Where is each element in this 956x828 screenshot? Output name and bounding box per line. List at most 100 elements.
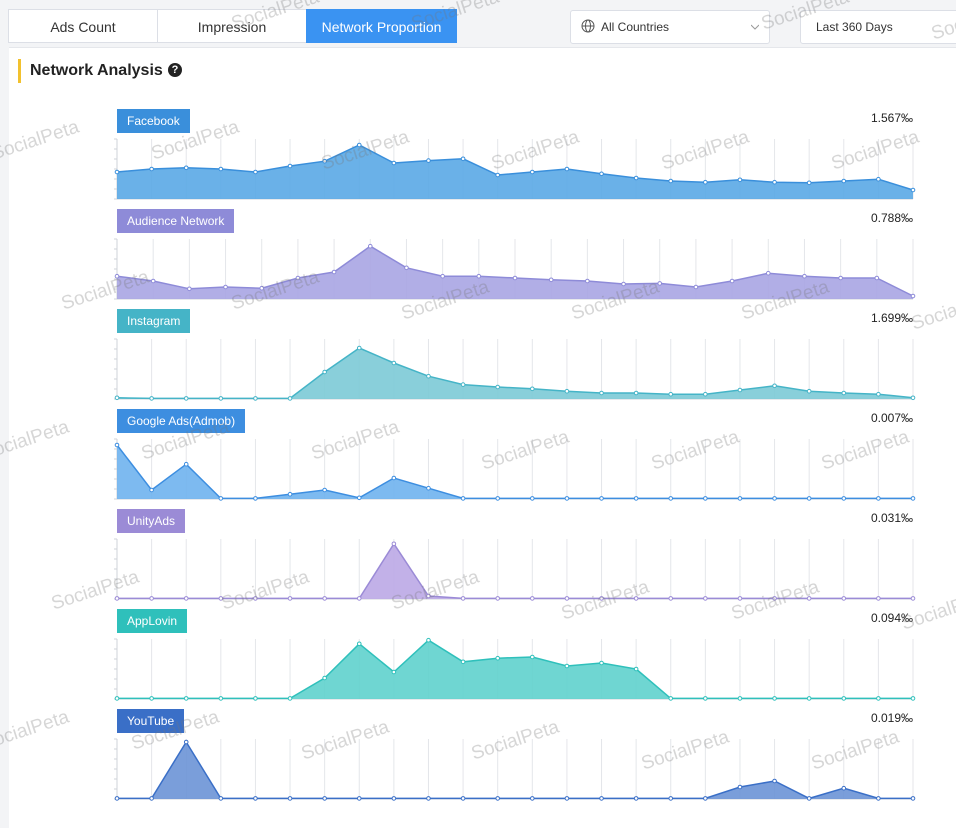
data-point[interactable]	[183, 696, 189, 701]
data-point[interactable]	[703, 596, 708, 601]
data-point[interactable]	[703, 796, 708, 801]
data-point[interactable]	[356, 596, 362, 601]
data-point[interactable]	[668, 796, 674, 801]
data-point[interactable]	[910, 496, 916, 501]
data-point[interactable]	[585, 278, 590, 284]
data-point[interactable]	[564, 166, 570, 172]
data-point[interactable]	[548, 277, 554, 283]
data-point[interactable]	[841, 785, 847, 791]
data-point[interactable]	[668, 696, 674, 701]
data-point[interactable]	[876, 696, 881, 701]
data-point[interactable]	[476, 273, 482, 279]
data-point[interactable]	[772, 696, 777, 701]
data-point[interactable]	[530, 386, 535, 392]
data-point[interactable]	[460, 382, 466, 387]
data-point[interactable]	[564, 388, 570, 394]
data-point[interactable]	[367, 243, 373, 249]
data-point[interactable]	[737, 177, 743, 183]
data-point[interactable]	[621, 281, 626, 287]
data-point[interactable]	[253, 496, 258, 501]
data-point[interactable]	[149, 696, 154, 701]
data-point[interactable]	[495, 796, 500, 801]
data-point[interactable]	[183, 165, 189, 171]
data-point[interactable]	[599, 660, 604, 666]
tab-impression[interactable]: Impression	[157, 9, 307, 43]
data-point[interactable]	[322, 158, 327, 164]
data-point[interactable]	[149, 796, 154, 801]
data-point[interactable]	[460, 496, 466, 501]
data-point[interactable]	[223, 284, 228, 290]
data-point[interactable]	[802, 273, 807, 279]
data-point[interactable]	[703, 179, 708, 185]
data-point[interactable]	[737, 784, 743, 790]
data-point[interactable]	[218, 596, 224, 601]
data-point[interactable]	[253, 596, 258, 601]
data-point[interactable]	[295, 275, 301, 281]
data-point[interactable]	[910, 293, 916, 299]
data-point[interactable]	[668, 391, 674, 397]
data-point[interactable]	[356, 345, 362, 351]
data-point[interactable]	[322, 675, 327, 681]
data-point[interactable]	[287, 491, 293, 497]
data-point[interactable]	[253, 396, 258, 401]
data-point[interactable]	[495, 655, 500, 661]
tab-network-proportion[interactable]: Network Proportion	[306, 9, 457, 43]
data-point[interactable]	[910, 796, 916, 801]
data-point[interactable]	[356, 142, 362, 148]
data-point[interactable]	[426, 796, 431, 801]
data-point[interactable]	[841, 390, 847, 396]
data-point[interactable]	[876, 496, 881, 501]
data-point[interactable]	[287, 396, 293, 401]
data-point[interactable]	[404, 265, 409, 271]
data-point[interactable]	[530, 496, 535, 501]
data-point[interactable]	[876, 176, 881, 182]
data-point[interactable]	[772, 179, 777, 185]
data-point[interactable]	[633, 596, 639, 601]
data-point[interactable]	[806, 180, 812, 186]
data-point[interactable]	[460, 659, 466, 665]
data-point[interactable]	[426, 373, 431, 379]
data-point[interactable]	[599, 496, 604, 501]
data-point[interactable]	[874, 275, 880, 281]
data-point[interactable]	[391, 475, 397, 481]
data-point[interactable]	[183, 596, 189, 601]
data-point[interactable]	[287, 596, 293, 601]
data-point[interactable]	[114, 169, 120, 175]
data-point[interactable]	[114, 442, 120, 448]
data-point[interactable]	[772, 383, 777, 389]
help-icon[interactable]: ?	[168, 63, 182, 77]
data-point[interactable]	[426, 637, 431, 643]
data-point[interactable]	[599, 171, 604, 177]
data-point[interactable]	[322, 596, 327, 601]
data-point[interactable]	[391, 160, 397, 166]
data-point[interactable]	[149, 166, 154, 172]
data-point[interactable]	[218, 696, 224, 701]
data-point[interactable]	[633, 390, 639, 396]
data-point[interactable]	[440, 273, 445, 279]
data-point[interactable]	[910, 395, 916, 401]
data-point[interactable]	[150, 278, 156, 284]
data-point[interactable]	[703, 696, 708, 701]
data-point[interactable]	[495, 384, 500, 390]
data-point[interactable]	[530, 596, 535, 601]
data-point[interactable]	[633, 666, 639, 672]
tab-ads-count[interactable]: Ads Count	[8, 9, 158, 43]
data-point[interactable]	[512, 275, 518, 281]
data-point[interactable]	[729, 278, 735, 284]
data-point[interactable]	[356, 641, 362, 647]
data-point[interactable]	[460, 156, 466, 162]
data-point[interactable]	[218, 166, 224, 172]
data-point[interactable]	[737, 496, 743, 501]
period-select[interactable]: Last 360 Days	[800, 10, 956, 44]
data-point[interactable]	[114, 696, 120, 701]
data-point[interactable]	[806, 696, 812, 701]
data-point[interactable]	[838, 275, 843, 281]
data-point[interactable]	[599, 390, 604, 396]
data-point[interactable]	[772, 778, 777, 784]
data-point[interactable]	[114, 273, 120, 279]
data-point[interactable]	[841, 178, 847, 184]
data-point[interactable]	[218, 796, 224, 801]
country-select[interactable]: All Countries	[570, 10, 770, 44]
data-point[interactable]	[668, 496, 674, 501]
data-point[interactable]	[806, 796, 812, 801]
